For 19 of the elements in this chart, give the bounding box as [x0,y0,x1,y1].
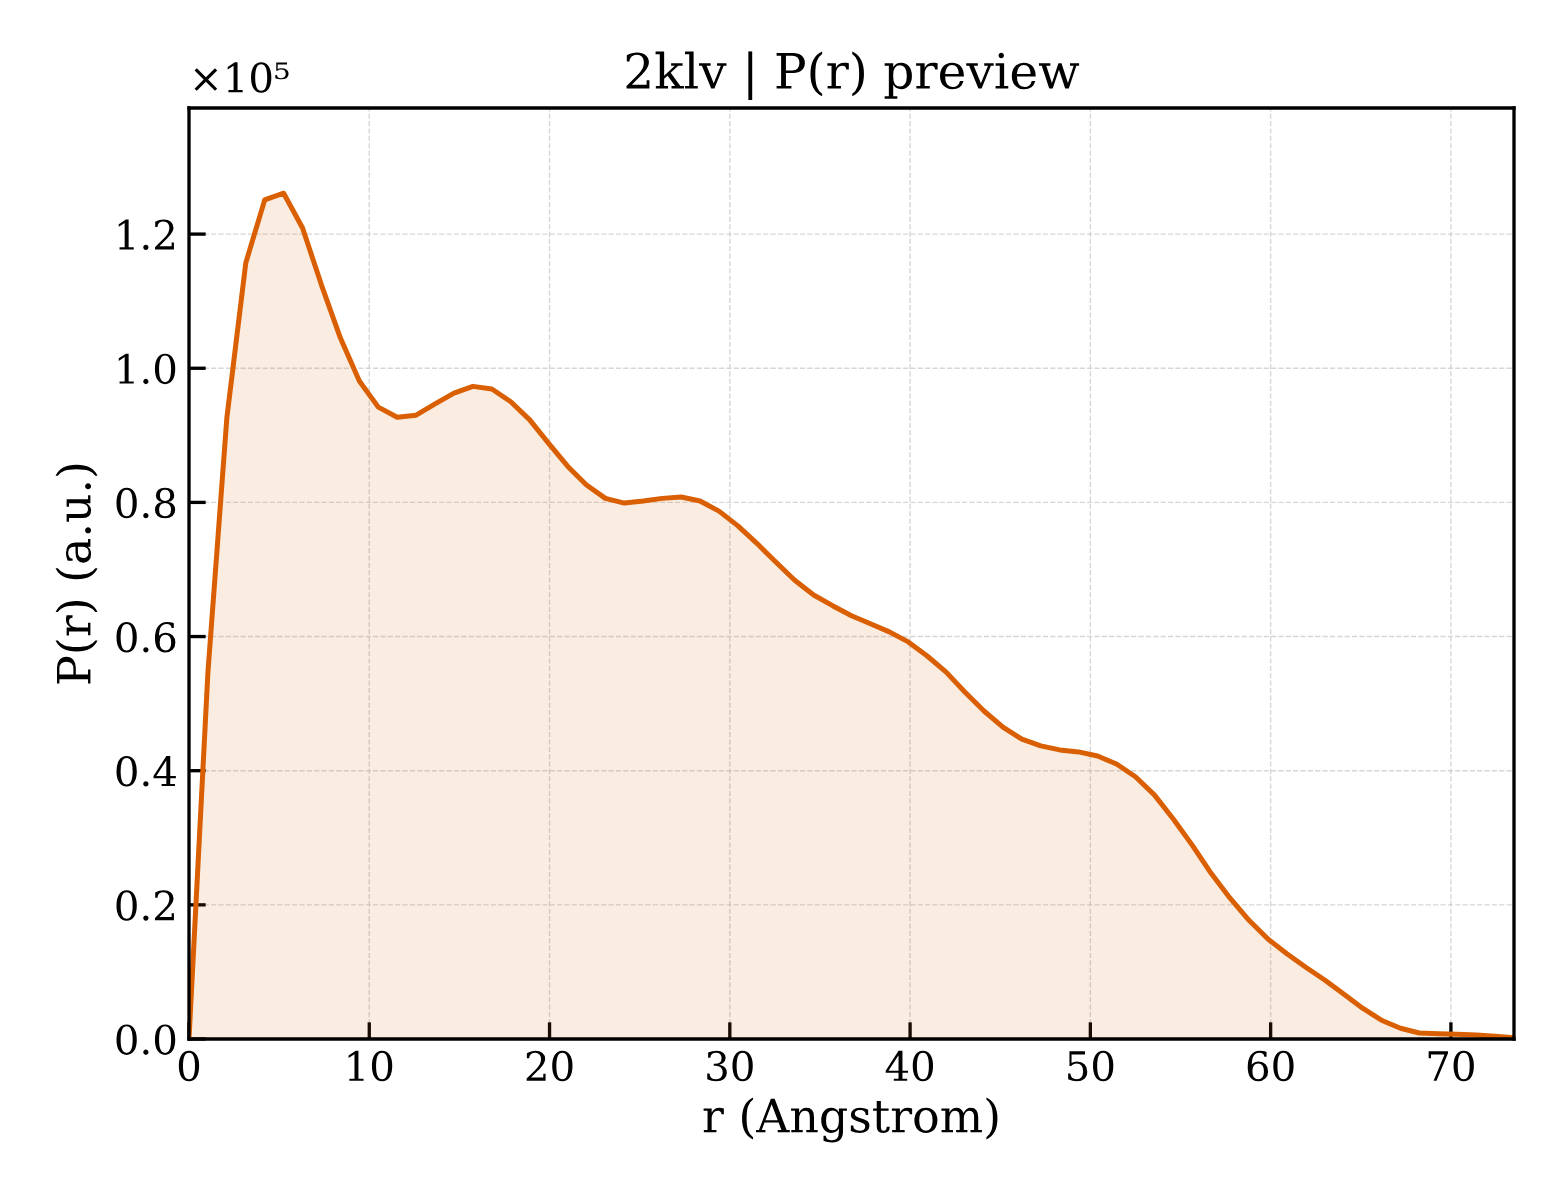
y-tick-label: 0.8 [116,487,176,519]
x-tick-label: 70 [1428,1050,1474,1082]
x-tick-label: 20 [526,1050,573,1082]
chart-title: 2klv | P(r) preview [626,51,1080,101]
y-tick-label: 0.6 [116,621,176,653]
x-tick-label: 40 [885,1050,934,1082]
y-tick-label: 1.2 [118,219,174,250]
y-tick-label: 0.2 [116,890,174,921]
x-tick-label: 60 [1247,1050,1294,1082]
y-tick-label: 0.4 [116,756,176,787]
y-tick-label: 1.0 [118,353,176,385]
x-tick-label: 50 [1068,1050,1114,1082]
y-axis-title: P(r) (a.u.) [55,464,98,684]
x-tick-label: 10 [348,1050,393,1082]
x-tick-label: 0 [178,1050,200,1082]
y-tick-label: 0.0 [116,1024,176,1055]
x-tick-label: 30 [707,1050,753,1082]
text: ×10⁵ [194,62,289,93]
x-axis-title: r (Angstrom) [703,1097,998,1143]
